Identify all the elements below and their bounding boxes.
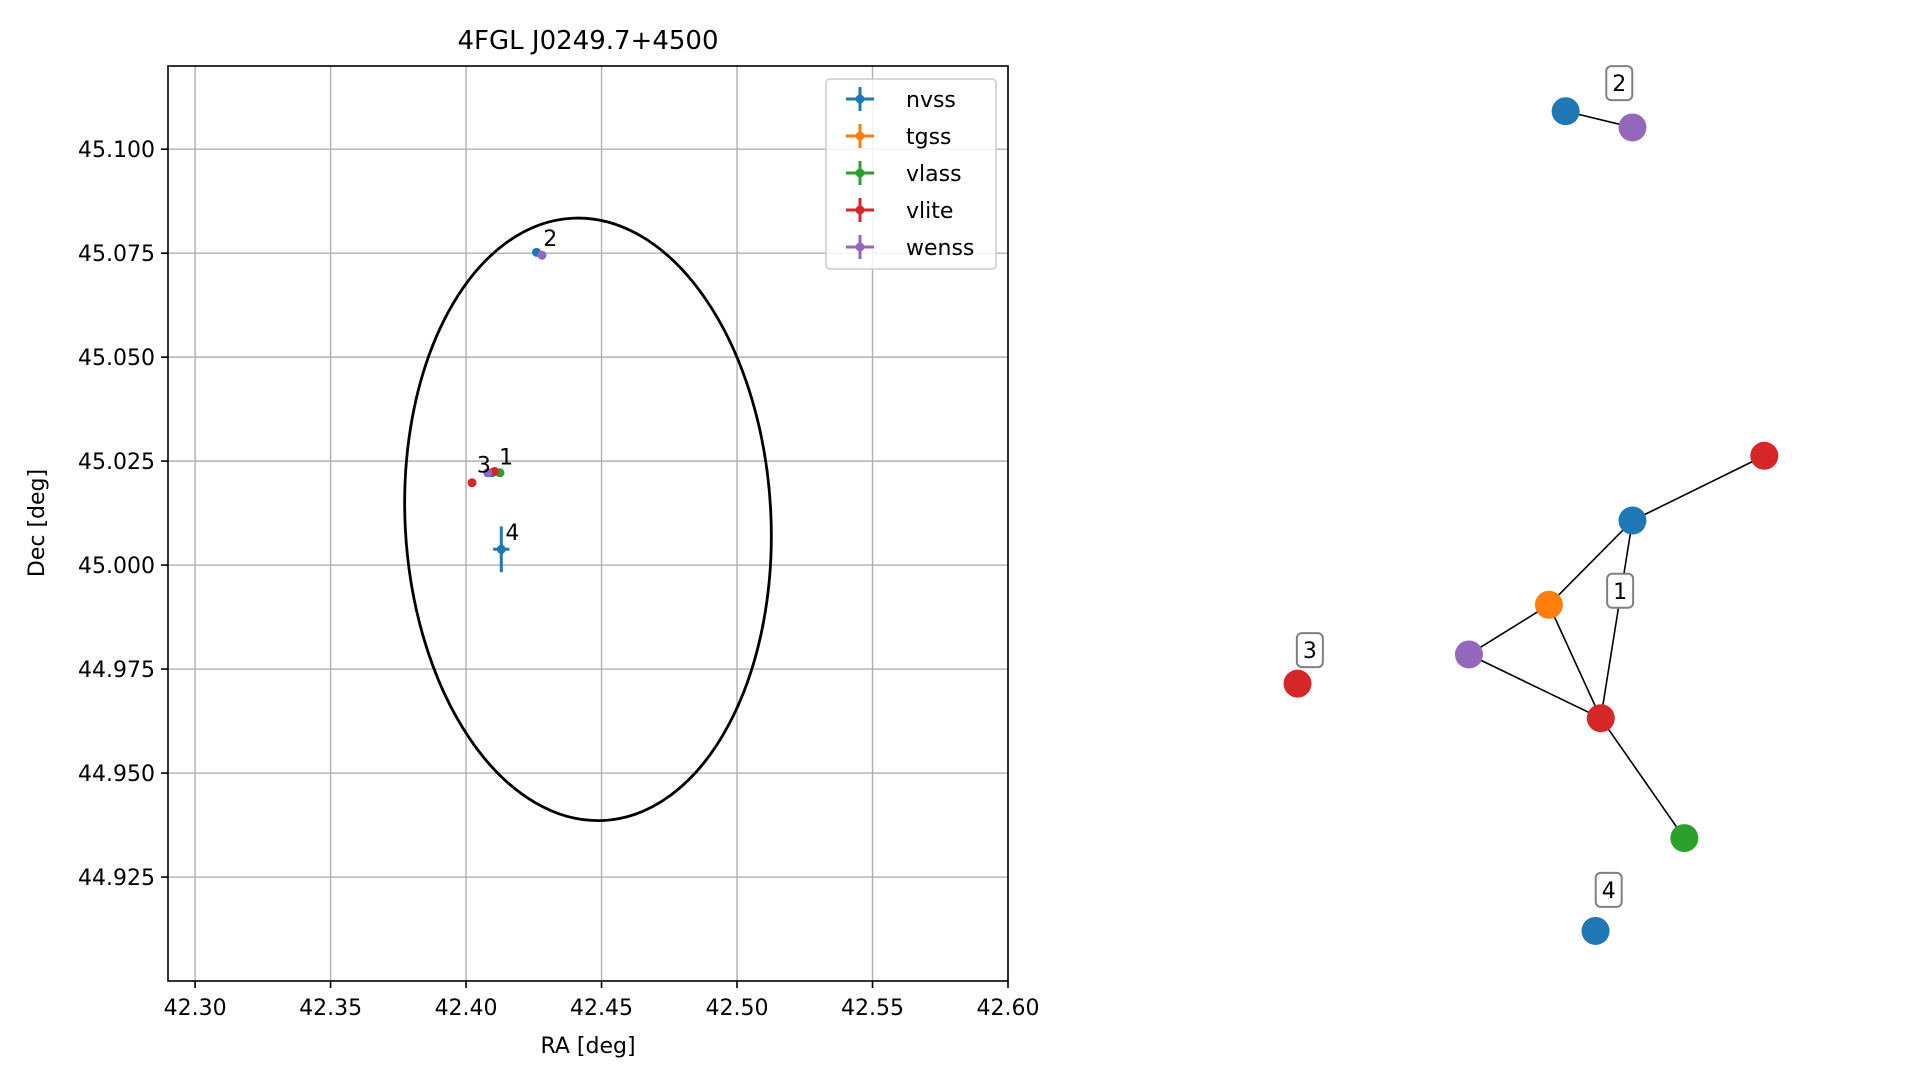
legend-nvss-dot: [855, 94, 865, 104]
legend-vlite-dot: [855, 205, 865, 215]
wenss-point: [537, 250, 547, 260]
y-tick-label: 44.950: [78, 762, 155, 787]
x-tick-label: 42.45: [570, 996, 633, 1021]
point-annotation: 4: [505, 521, 519, 546]
network-node: [1551, 97, 1580, 126]
legend-nvss-label: nvss: [906, 88, 956, 113]
plot-frame: [167, 65, 1009, 982]
x-axis-label: RA [deg]: [540, 1034, 635, 1059]
x-tick-label: 42.35: [299, 996, 362, 1021]
y-tick-label: 45.075: [78, 242, 155, 267]
network-node: [1670, 824, 1699, 853]
x-tick-label: 42.55: [841, 996, 904, 1021]
scatter-panel: 1 2 3 4 42.30 42.35 42.40 42.45 42.50 42.55 42.60…: [25, 26, 1039, 1059]
y-tick-label: 45.100: [78, 138, 155, 163]
network-label-text: 4: [1602, 879, 1616, 904]
nvss-point: [496, 544, 506, 554]
point-annotation: 3: [477, 453, 491, 478]
point-annotations: 1 2 3 4: [477, 227, 557, 546]
network-label-text: 3: [1303, 639, 1317, 664]
network-edge: [1468, 653, 1602, 719]
network-edge: [1468, 604, 1550, 656]
y-tick-label: 44.925: [78, 866, 155, 891]
network-edge: [1600, 717, 1685, 839]
y-tick-label: 45.050: [78, 346, 155, 371]
network-node: [1581, 916, 1610, 945]
y-tick-label: 45.025: [78, 450, 155, 475]
x-tick-label: 42.50: [706, 996, 769, 1021]
data-points: [467, 247, 547, 573]
x-tick-label: 42.60: [977, 996, 1040, 1021]
legend-box: [825, 78, 997, 270]
legend-wenss-label: wenss: [906, 236, 974, 261]
network-nodes: [1283, 97, 1779, 945]
network-label-box: [1594, 871, 1623, 908]
network-node: [1454, 640, 1483, 669]
network-label-box: [1606, 572, 1635, 609]
legend-vlite-label: vlite: [906, 199, 953, 224]
y-tick-label: 45.000: [78, 554, 155, 579]
network-label-text: 1: [1613, 580, 1627, 605]
legend-vlass-dot: [855, 168, 865, 178]
x-tick-label: 42.30: [164, 996, 227, 1021]
network-edge: [1548, 519, 1634, 606]
wenss-point: [483, 468, 493, 478]
point-annotation: 1: [499, 445, 513, 470]
network-node: [1750, 441, 1779, 470]
network-edge: [1600, 520, 1634, 719]
network-node: [1618, 113, 1647, 142]
network-label-text: 2: [1612, 72, 1626, 97]
chart-title: 4FGL J0249.7+4500: [458, 26, 719, 56]
network-node: [1534, 590, 1563, 619]
legend-vlass-label: vlass: [906, 162, 962, 187]
y-axis-label: Dec [deg]: [25, 469, 50, 577]
uncertainty-ellipse: [403, 216, 773, 823]
network-edges: [1468, 110, 1765, 839]
network-node: [1618, 506, 1647, 535]
vlite-point: [490, 467, 500, 477]
network-panel: 1 2 3 4: [1283, 65, 1779, 945]
network-node: [1283, 669, 1312, 698]
uncertainty-ellipse-layer: [403, 216, 773, 823]
network-node: [1586, 704, 1615, 733]
network-edge: [1632, 455, 1765, 522]
legend-tgss-dot: [855, 131, 865, 141]
legend-tgss-label: tgss: [906, 125, 952, 150]
network-label-box: [1605, 65, 1634, 102]
legend: nvss tgss vlass vlite wenss: [825, 78, 997, 270]
network-labels: 1 2 3 4: [1295, 65, 1635, 908]
network-label-box: [1295, 632, 1324, 669]
legend-wenss-dot: [855, 242, 865, 252]
point-annotation: 2: [543, 227, 557, 252]
vlite-point: [467, 478, 477, 488]
axis-ticks: 42.30 42.35 42.40 42.45 42.50 42.55 42.60 44.92…: [78, 138, 1039, 1021]
network-edge: [1548, 604, 1602, 719]
x-tick-label: 42.40: [435, 996, 498, 1021]
y-tick-label: 44.975: [78, 658, 155, 683]
